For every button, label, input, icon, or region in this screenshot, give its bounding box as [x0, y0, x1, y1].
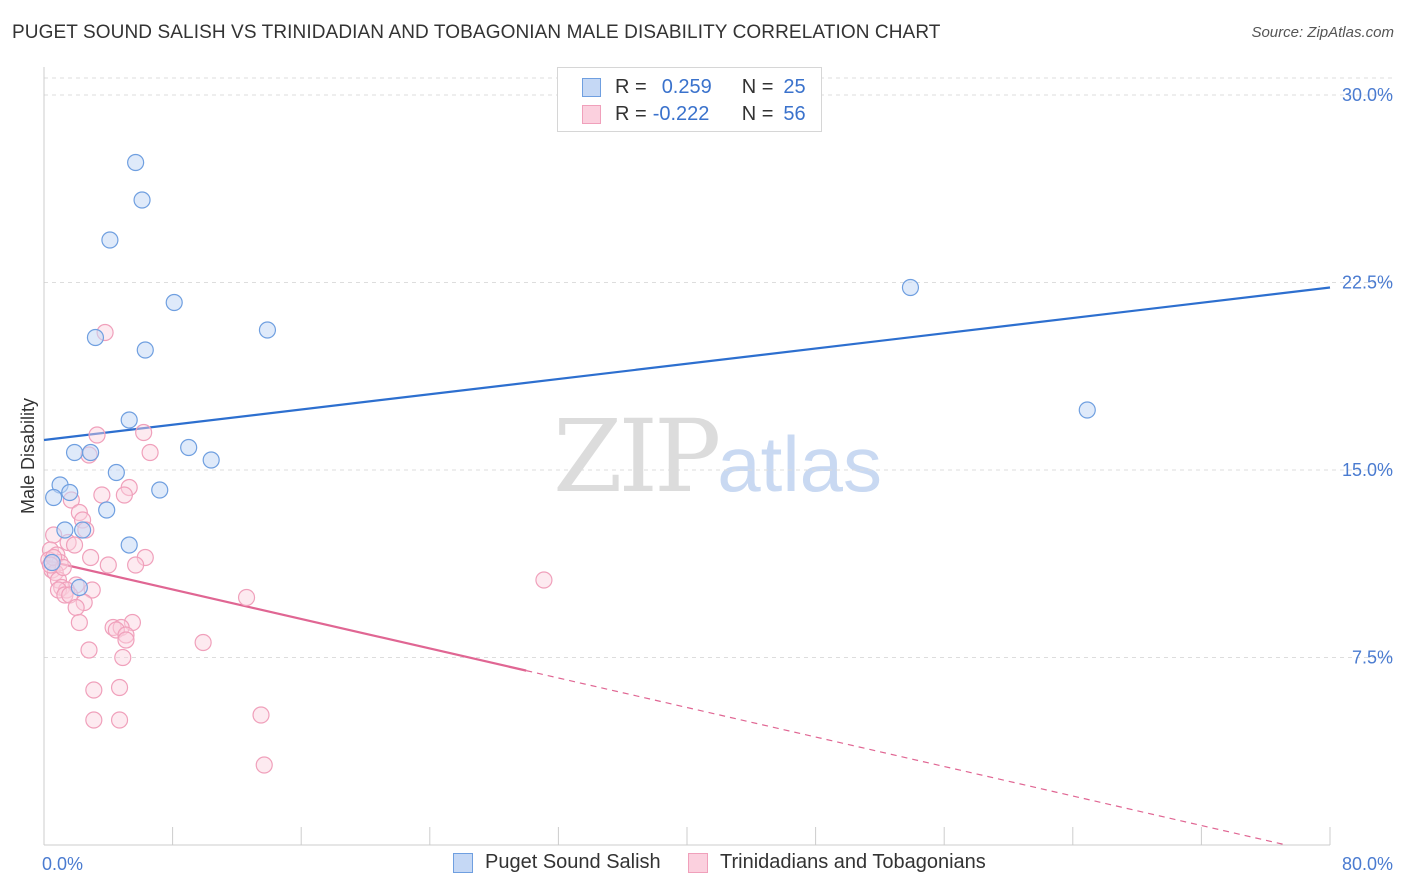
point-puget-sound-salish — [151, 481, 169, 499]
point-puget-sound-salish — [165, 293, 183, 312]
point-trinidadians — [117, 631, 135, 649]
point-trinidadians — [194, 633, 212, 652]
point-trinidadians — [135, 423, 153, 442]
series-legend: Puget Sound Salish Trinidadians and Toba… — [0, 851, 1406, 877]
x-tick-label: 80.0% — [1342, 854, 1393, 874]
point-trinidadians — [535, 571, 553, 589]
point-puget-sound-salish — [86, 328, 105, 347]
source-label: Source: ZipAtlas.com — [1251, 24, 1394, 41]
point-trinidadians — [67, 598, 85, 617]
trend-line-trinidad-extension — [526, 670, 1287, 846]
point-trinidadians — [82, 548, 100, 567]
legend-n-value: 25 — [783, 75, 806, 98]
watermark-zip: ZIP — [553, 398, 721, 515]
legend-swatch-blue — [582, 77, 601, 97]
point-puget-sound-salish — [43, 553, 61, 572]
legend-item-salish: Puget Sound Salish — [453, 851, 661, 874]
point-puget-sound-salish — [45, 488, 63, 507]
watermark-atlas: atlas — [717, 420, 883, 508]
point-trinidadians — [93, 486, 111, 504]
trend-line-salish — [43, 286, 1331, 442]
legend-row-trinidad: R = -0.222 N = 56 — [582, 101, 806, 127]
point-trinidadians — [99, 556, 117, 574]
grid-lines — [44, 77, 1392, 658]
y-tick-label: 7.5% — [1352, 648, 1393, 668]
point-puget-sound-salish — [120, 411, 138, 429]
legend-r-label: R = — [615, 102, 647, 125]
chart-title: PUGET SOUND SALISH VS TRINIDADIAN AND TO… — [12, 22, 941, 43]
point-puget-sound-salish — [98, 501, 116, 519]
point-puget-sound-salish — [70, 578, 88, 597]
point-puget-sound-salish — [61, 483, 79, 502]
y-tick-label: 22.5% — [1342, 273, 1393, 293]
legend-n-value: 56 — [783, 102, 806, 125]
legend-n-label: N = — [741, 75, 774, 98]
y-axis-label: Male Disability — [18, 398, 38, 514]
point-puget-sound-salish — [133, 191, 151, 209]
point-trinidadians — [255, 756, 273, 774]
legend-label-trinidad: Trinidadians and Tobagonians — [720, 851, 986, 873]
legend-r-label: R = — [615, 75, 647, 98]
point-puget-sound-salish — [901, 278, 920, 297]
point-puget-sound-salish — [1078, 401, 1096, 419]
data-points — [40, 153, 1096, 774]
point-puget-sound-salish — [258, 321, 277, 339]
point-puget-sound-salish — [136, 341, 154, 359]
point-trinidadians — [85, 681, 103, 699]
y-tick-label: 30.0% — [1342, 85, 1393, 105]
point-trinidadians — [80, 641, 98, 659]
point-trinidadians — [114, 648, 132, 667]
axes — [43, 67, 1331, 846]
point-trinidadians — [56, 586, 74, 604]
point-puget-sound-salish — [82, 443, 100, 462]
trend-lines — [43, 286, 1331, 846]
point-trinidadians — [70, 613, 88, 632]
legend-swatch-blue — [453, 852, 473, 873]
point-puget-sound-salish — [107, 463, 125, 482]
legend-swatch-pink — [582, 104, 601, 124]
point-trinidadians — [110, 711, 129, 729]
point-puget-sound-salish — [101, 231, 119, 249]
legend-r-value: -0.222 — [652, 102, 710, 125]
point-trinidadians — [117, 626, 135, 644]
x-tick-label: 0.0% — [42, 854, 83, 874]
point-puget-sound-salish — [202, 451, 220, 469]
point-trinidadians — [88, 426, 106, 444]
legend-swatch-pink — [688, 852, 708, 873]
point-trinidadians — [141, 443, 159, 462]
point-puget-sound-salish — [180, 438, 198, 457]
tick-labels: 7.5% 15.0% 22.5% 30.0% 0.0% 80.0% Male Disabil… — [18, 85, 1393, 874]
legend-item-trinidad: Trinidadians and Tobagonians — [688, 851, 986, 874]
point-trinidadians — [65, 536, 84, 554]
point-puget-sound-salish — [73, 521, 92, 539]
watermark: ZIPatlas — [553, 398, 882, 515]
point-trinidadians — [110, 678, 129, 697]
point-trinidadians — [115, 486, 133, 504]
legend-r-value: 0.259 — [661, 75, 712, 98]
point-puget-sound-salish — [120, 536, 138, 554]
legend-row-salish: R = 0.259 N = 25 — [582, 74, 806, 100]
point-trinidadians — [252, 706, 270, 724]
point-puget-sound-salish — [65, 443, 84, 462]
point-trinidadians — [237, 588, 256, 607]
legend-label-salish: Puget Sound Salish — [485, 851, 661, 873]
point-trinidadians — [85, 711, 103, 729]
point-puget-sound-salish — [127, 153, 145, 172]
point-puget-sound-salish — [56, 521, 74, 539]
legend-n-label: N = — [741, 102, 774, 125]
stats-legend: R = 0.259 N = 25 R = -0.222 N = 56 — [557, 67, 822, 132]
trend-line-trinidad — [43, 558, 527, 672]
point-trinidadians — [127, 556, 145, 574]
y-tick-label: 15.0% — [1342, 460, 1393, 480]
